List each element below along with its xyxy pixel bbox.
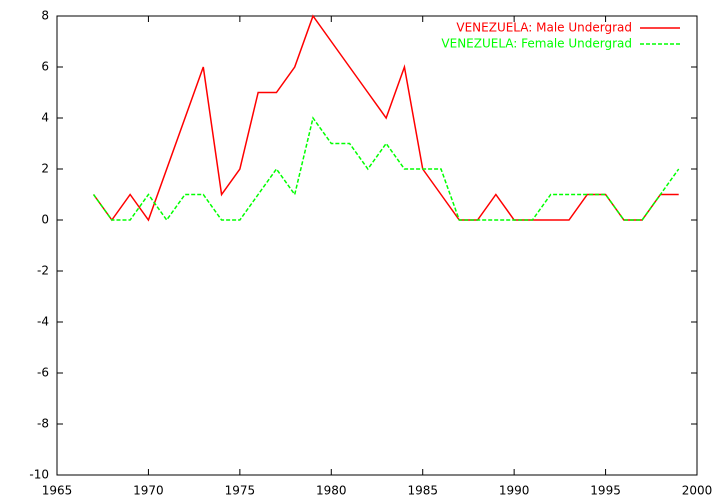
series-line — [92, 14, 679, 222]
y-tick-label: 2 — [41, 162, 49, 176]
y-tick-label: 6 — [41, 60, 49, 74]
series-line — [92, 116, 680, 222]
y-tick-label: 4 — [41, 111, 49, 125]
plot-frame — [56, 15, 698, 476]
legend-label: VENEZUELA: Male Undergrad — [456, 21, 632, 35]
y-tick-label: -10 — [29, 468, 49, 482]
x-tick-label: 1970 — [133, 484, 164, 498]
x-tick-label: 1985 — [407, 484, 438, 498]
y-tick-label: 0 — [41, 213, 49, 227]
x-tick-label: 1975 — [225, 484, 256, 498]
x-tick-label: 2000 — [682, 484, 713, 498]
legend-label: VENEZUELA: Female Undergrad — [441, 37, 632, 51]
x-tick-label: 1965 — [42, 484, 73, 498]
y-tick-label: 8 — [41, 9, 49, 23]
x-tick-label: 1980 — [316, 484, 347, 498]
x-tick-label: 1995 — [590, 484, 621, 498]
x-tick-label: 1990 — [499, 484, 530, 498]
y-tick-label: -6 — [37, 366, 49, 380]
y-tick-label: -4 — [37, 315, 49, 329]
y-tick-label: -8 — [37, 417, 49, 431]
y-tick-label: -2 — [37, 264, 49, 278]
